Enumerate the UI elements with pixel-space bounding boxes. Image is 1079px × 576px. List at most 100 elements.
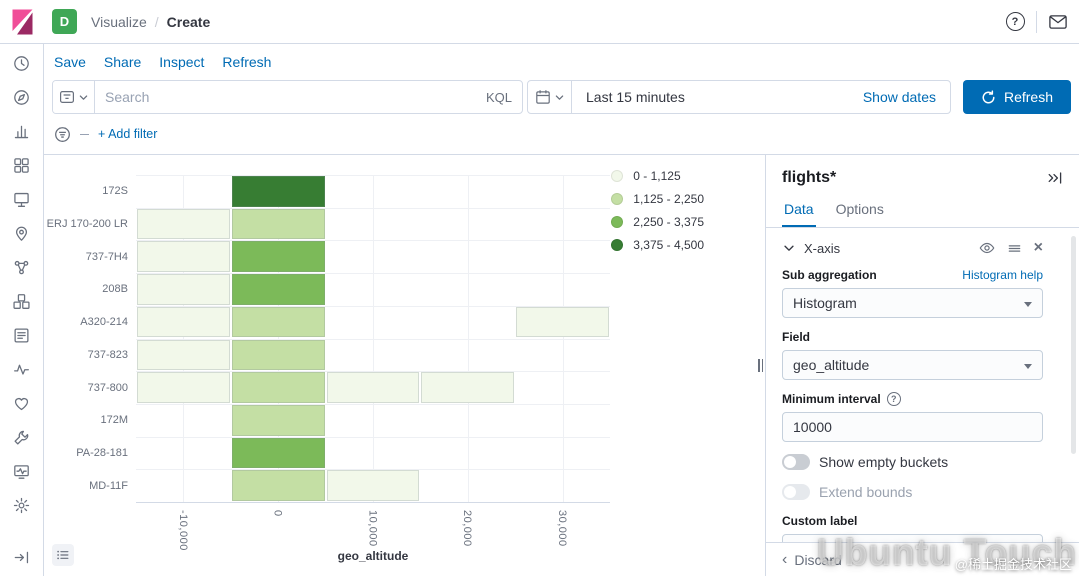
sidebar-item-machine-learning[interactable] <box>12 258 32 276</box>
gridline <box>136 502 610 503</box>
newsfeed-button[interactable] <box>1037 0 1079 43</box>
scrollbar-thumb[interactable] <box>1071 236 1076 454</box>
sidebar-item-maps[interactable] <box>12 224 32 242</box>
add-filter-link[interactable]: + Add filter <box>98 127 158 141</box>
sidebar-item-dashboard[interactable] <box>12 156 32 174</box>
double-arrow-right-icon <box>1048 172 1062 184</box>
heatmap-cell[interactable] <box>231 404 325 436</box>
heatmap-cell[interactable] <box>516 306 609 338</box>
gridline <box>136 339 610 340</box>
extend-bounds-toggle <box>782 484 810 500</box>
heatmap-cell[interactable] <box>137 339 230 371</box>
drag-handle[interactable] <box>1007 241 1022 256</box>
y-axis-label: MD-11F <box>89 479 128 492</box>
help-button[interactable]: ? <box>994 0 1036 43</box>
y-axis-label: 208B <box>102 283 128 296</box>
heatmap-cell[interactable] <box>231 372 325 403</box>
x-axis-title: geo_altitude <box>337 549 409 563</box>
gridline <box>136 306 610 307</box>
sidebar-item-dev-tools[interactable] <box>12 428 32 446</box>
y-axis-labels: 172S ERJ 170-200 LR 737-7H4 208B A320-214 737… <box>44 175 128 502</box>
heatmap-cell[interactable] <box>137 306 230 338</box>
legend-item[interactable]: 3,375 - 4,500 <box>611 238 704 252</box>
discard-button[interactable]: ‹ Discard <box>782 551 842 568</box>
heatmap-cell[interactable] <box>231 339 325 371</box>
info-icon[interactable]: ? <box>886 392 901 406</box>
tab-options[interactable]: Options <box>834 193 886 227</box>
minimum-interval-input[interactable] <box>793 419 1032 435</box>
heatmap-cell[interactable] <box>231 470 325 501</box>
histogram-help-link[interactable]: Histogram help <box>962 268 1043 282</box>
extend-bounds-label: Extend bounds <box>819 484 913 500</box>
header-divider <box>1036 10 1037 33</box>
search-box: KQL <box>95 81 522 113</box>
custom-label-input[interactable] <box>793 541 1032 542</box>
heatmap-cell[interactable] <box>231 306 325 338</box>
time-range-value[interactable]: Last 15 minutes <box>586 89 685 105</box>
search-input[interactable] <box>105 89 478 105</box>
legend-toggle-button[interactable] <box>52 544 74 566</box>
calendar-icon <box>535 90 550 104</box>
index-pattern-title: flights* <box>782 169 837 186</box>
sidebar-item-logs[interactable] <box>12 326 32 344</box>
legend-item[interactable]: 2,250 - 3,375 <box>611 215 704 229</box>
date-picker-button[interactable] <box>528 81 572 113</box>
toolbar-link-share[interactable]: Share <box>103 54 142 70</box>
toolbar-link-refresh[interactable]: Refresh <box>222 54 272 70</box>
heatmap-cell[interactable] <box>326 372 420 403</box>
saved-query-menu-button[interactable] <box>53 81 95 113</box>
query-bar: KQL Last 15 minutes Show dates <box>52 80 1071 114</box>
legend-item[interactable]: 0 - 1,125 <box>611 169 704 183</box>
field-label-row: Field <box>782 330 1043 344</box>
heatmap-cell[interactable] <box>231 274 325 305</box>
sidebar-item-recently-viewed[interactable] <box>12 54 32 72</box>
heatmap-cell[interactable] <box>421 372 515 403</box>
kql-language-button[interactable]: KQL <box>485 89 512 105</box>
aggregation-select-value: Histogram <box>793 295 857 311</box>
show-dates-link[interactable]: Show dates <box>862 89 936 105</box>
breadcrumb-visualize[interactable]: Visualize <box>91 13 147 30</box>
sidebar-item-monitoring[interactable] <box>12 462 32 480</box>
aggregation-select[interactable]: Histogram <box>782 288 1043 318</box>
sidebar-collapse-button[interactable] <box>12 548 32 566</box>
heatmap-cell[interactable] <box>231 208 325 240</box>
heatmap-cell[interactable] <box>326 470 420 501</box>
x-axis-tick-label: 10,000 <box>366 510 379 547</box>
legend-item[interactable]: 1,125 - 2,250 <box>611 192 704 206</box>
legend-swatch <box>611 216 624 228</box>
sidebar-item-uptime[interactable] <box>12 394 32 412</box>
kibana-logo[interactable] <box>0 9 44 35</box>
sidebar-item-management[interactable] <box>12 496 32 514</box>
legend-swatch <box>611 193 624 205</box>
chart-legend: 0 - 1,125 1,125 - 2,250 2,250 - 3,375 3,375… <box>611 169 704 252</box>
heatmap-cell[interactable] <box>137 274 230 305</box>
accordion-toggle-button[interactable] <box>782 241 796 255</box>
show-empty-buckets-toggle[interactable] <box>782 454 810 470</box>
heatmap-cell[interactable] <box>137 241 230 273</box>
filter-options-button[interactable] <box>54 126 71 143</box>
sidebar-item-discover[interactable] <box>12 88 32 106</box>
heatmap-cell[interactable] <box>137 372 230 403</box>
field-select[interactable]: geo_altitude <box>782 350 1043 380</box>
toggle-visibility-button[interactable] <box>979 240 995 256</box>
remove-aggregation-button[interactable]: × <box>1034 240 1043 256</box>
envelope-icon <box>1049 14 1067 29</box>
toolbar-link-save[interactable]: Save <box>54 54 86 70</box>
heatmap-cell[interactable] <box>231 176 325 207</box>
panel-resizer[interactable] <box>756 155 765 576</box>
tab-data[interactable]: Data <box>782 193 816 227</box>
refresh-button[interactable]: Refresh <box>963 80 1071 114</box>
space-avatar[interactable]: D <box>52 9 77 34</box>
heatmap-cell[interactable] <box>137 208 230 240</box>
sidebar-item-apm[interactable] <box>12 360 32 378</box>
sidebar-item-canvas[interactable] <box>12 190 32 208</box>
sidebar-item-infrastructure[interactable] <box>12 292 32 310</box>
legend-label: 3,375 - 4,500 <box>633 238 704 252</box>
toolbar-link-inspect[interactable]: Inspect <box>159 54 205 70</box>
x-axis-tick-label: -10,000 <box>176 510 189 551</box>
heatmap-cell[interactable] <box>231 437 325 469</box>
collapse-panel-button[interactable] <box>1047 170 1063 186</box>
heatmap-cell[interactable] <box>231 241 325 273</box>
gridline <box>136 469 610 470</box>
sidebar-item-visualize[interactable] <box>12 122 32 140</box>
